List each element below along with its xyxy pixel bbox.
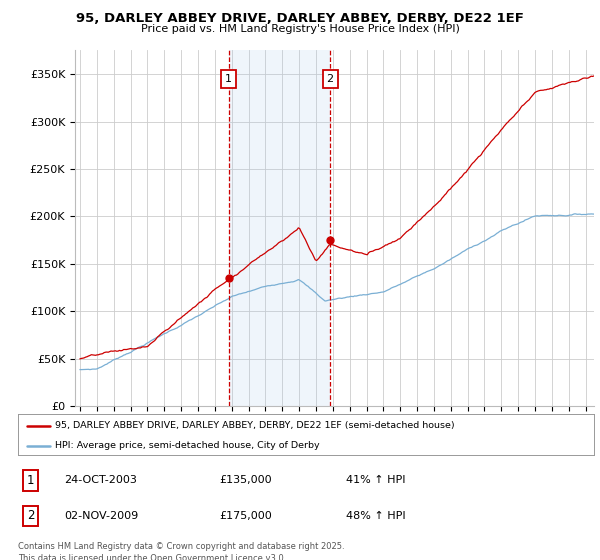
- Text: 95, DARLEY ABBEY DRIVE, DARLEY ABBEY, DERBY, DE22 1EF: 95, DARLEY ABBEY DRIVE, DARLEY ABBEY, DE…: [76, 12, 524, 25]
- Text: 2: 2: [326, 74, 334, 84]
- Text: 2: 2: [27, 510, 34, 522]
- Text: 02-NOV-2009: 02-NOV-2009: [64, 511, 139, 521]
- Text: HPI: Average price, semi-detached house, City of Derby: HPI: Average price, semi-detached house,…: [55, 441, 320, 450]
- Text: Contains HM Land Registry data © Crown copyright and database right 2025.
This d: Contains HM Land Registry data © Crown c…: [18, 542, 344, 560]
- Text: Price paid vs. HM Land Registry's House Price Index (HPI): Price paid vs. HM Land Registry's House …: [140, 24, 460, 34]
- Text: £175,000: £175,000: [220, 511, 272, 521]
- Text: 24-OCT-2003: 24-OCT-2003: [64, 475, 137, 486]
- Bar: [229, 50, 330, 406]
- Text: £135,000: £135,000: [220, 475, 272, 486]
- Text: 1: 1: [27, 474, 34, 487]
- Text: 1: 1: [225, 74, 232, 84]
- Text: 48% ↑ HPI: 48% ↑ HPI: [346, 511, 406, 521]
- Text: 95, DARLEY ABBEY DRIVE, DARLEY ABBEY, DERBY, DE22 1EF (semi-detached house): 95, DARLEY ABBEY DRIVE, DARLEY ABBEY, DE…: [55, 421, 455, 430]
- Text: 41% ↑ HPI: 41% ↑ HPI: [346, 475, 406, 486]
